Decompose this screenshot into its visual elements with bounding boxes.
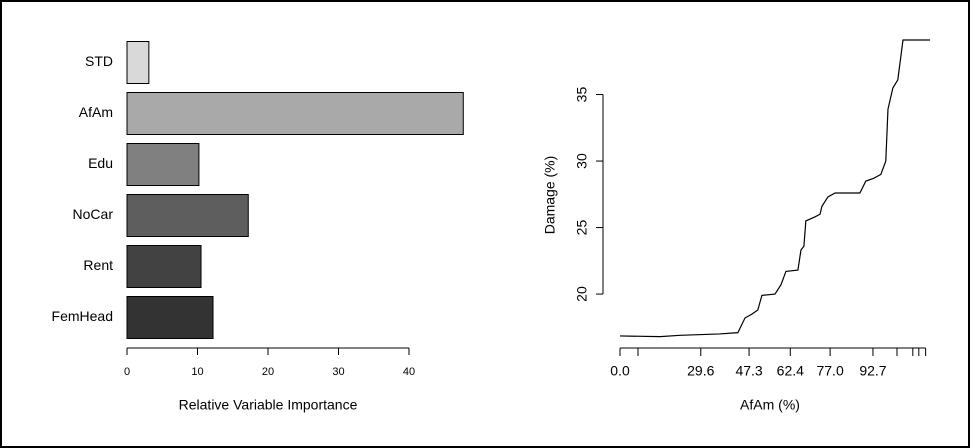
y-tick-label: NoCar	[73, 206, 114, 222]
y-tick-label: STD	[85, 53, 113, 69]
bar	[126, 41, 150, 84]
y-tick-label: FemHead	[52, 308, 113, 324]
y-tick-label: 30	[574, 153, 590, 169]
x-tick-label: 47.3	[735, 363, 762, 379]
y-tick-label: 20	[574, 286, 590, 302]
x-tick-label: 62.4	[777, 363, 804, 379]
y-axis-label: Damage (%)	[542, 156, 558, 235]
y-tick-label: Rent	[83, 257, 113, 273]
x-tick-label: 0.0	[610, 363, 630, 379]
y-tick-label: 35	[574, 87, 590, 103]
line	[619, 39, 930, 338]
x-tick-label: 40	[403, 366, 415, 378]
bar	[126, 92, 464, 135]
y-tick-label: AfAm	[79, 104, 113, 120]
bar	[126, 296, 214, 339]
y-tick-label: 25	[574, 220, 590, 236]
x-tick-label: 77.0	[816, 363, 843, 379]
bar	[126, 143, 200, 186]
x-tick-label: 92.7	[859, 363, 886, 379]
y-tick-label: Edu	[88, 155, 113, 171]
bar	[126, 245, 202, 288]
x-tick-label: 30	[332, 366, 344, 378]
x-tick-label: 10	[191, 366, 203, 378]
x-tick-label: 0	[124, 366, 130, 378]
bar	[126, 194, 249, 237]
x-axis-label: Relative Variable Importance	[179, 397, 358, 413]
x-tick-label: 29.6	[687, 363, 714, 379]
x-tick-label: 20	[262, 366, 274, 378]
x-axis-label: AfAm (%)	[740, 397, 800, 413]
